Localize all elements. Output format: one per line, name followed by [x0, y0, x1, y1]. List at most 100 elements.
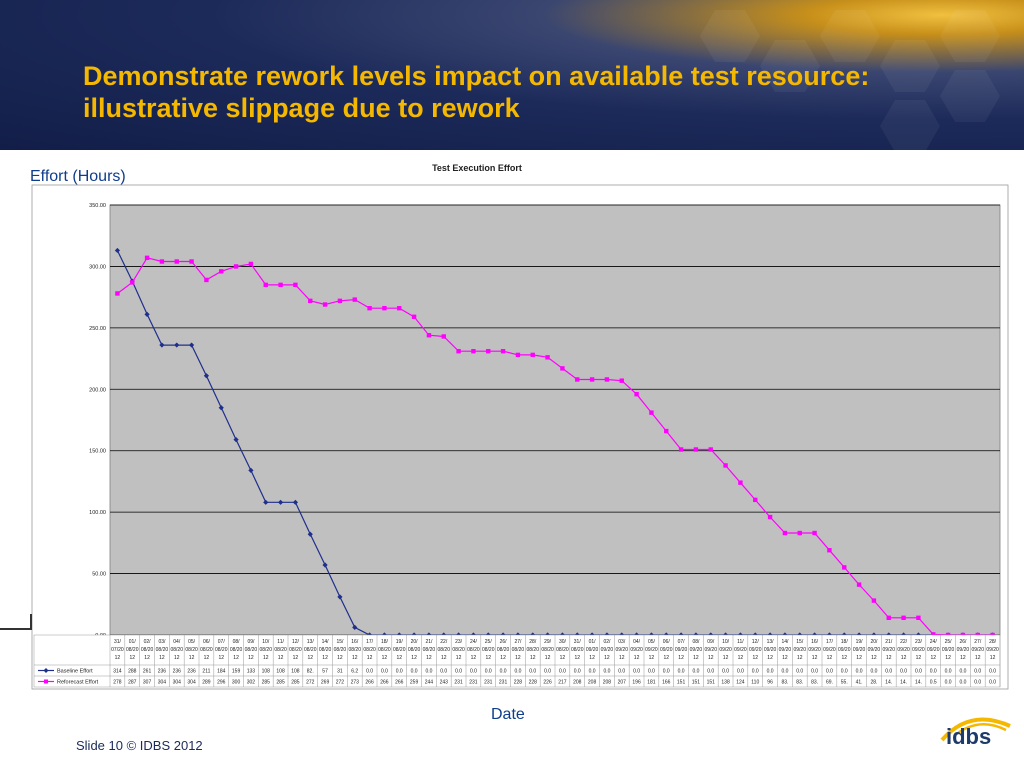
table-cell: 0.0 — [529, 669, 536, 675]
x-tick-label: 09/ — [707, 639, 715, 645]
x-tick-label: 26/ — [959, 639, 967, 645]
table-cell: 69. — [826, 680, 833, 686]
baseline-point — [263, 499, 269, 505]
x-tick-label: 12/ — [292, 639, 300, 645]
x-tick-label: 12 — [441, 655, 447, 661]
reforecast-point — [708, 447, 713, 452]
x-tick-label: 11/ — [277, 639, 284, 645]
x-tick-label: 08/20 — [452, 647, 465, 653]
y-axis-title: Effort (Hours) — [30, 168, 126, 185]
x-tick-label: 21/ — [885, 639, 893, 645]
table-cell: 228 — [514, 680, 523, 686]
table-cell: 82. — [307, 669, 314, 675]
table-cell: 0.0 — [989, 669, 996, 675]
table-cell: 31 — [337, 669, 343, 675]
idbs-logo: idbs — [940, 712, 1020, 768]
x-tick-label: 12 — [456, 655, 462, 661]
table-cell: 0.0 — [945, 669, 952, 675]
table-cell: 287 — [128, 680, 137, 686]
table-cell: 304 — [187, 680, 196, 686]
reforecast-point — [174, 259, 179, 264]
chart-title: Test Execution Effort — [432, 163, 522, 173]
x-tick-label: 06/ — [663, 639, 671, 645]
table-cell: 108 — [276, 669, 285, 675]
baseline-point — [233, 437, 239, 443]
x-tick-label: 12 — [367, 655, 373, 661]
x-tick-label: 04/ — [633, 639, 641, 645]
x-tick-label: 12 — [975, 655, 981, 661]
x-tick-label: 12 — [411, 655, 417, 661]
x-tick-label: 18/ — [841, 639, 849, 645]
table-cell: 14. — [915, 680, 922, 686]
x-tick-label: 12 — [233, 655, 239, 661]
x-tick-label: 09/20 — [734, 647, 747, 653]
table-cell: 307 — [143, 680, 152, 686]
reforecast-point — [871, 598, 877, 603]
y-tick-label: 250.00 — [89, 326, 106, 332]
x-tick-label: 08/20 — [541, 647, 554, 653]
x-tick-label: 08/20 — [274, 647, 287, 653]
table-cell: 217 — [558, 680, 567, 686]
table-cell: 151 — [677, 680, 686, 686]
x-tick-label: 08/20 — [319, 647, 332, 653]
x-tick-label: 09/20 — [690, 647, 703, 653]
x-tick-label: 16/ — [351, 639, 359, 645]
x-tick-label: 12 — [485, 655, 491, 661]
x-tick-label: 12 — [189, 655, 195, 661]
table-cell: 0.0 — [440, 669, 447, 675]
table-cell: 289 — [202, 680, 211, 686]
table-cell: 0.0 — [485, 669, 492, 675]
table-cell: 231 — [469, 680, 478, 686]
baseline-point — [322, 562, 328, 568]
x-tick-label: 12 — [382, 655, 388, 661]
table-cell: 296 — [217, 680, 226, 686]
slide-footer: Slide 10 © IDBS 2012 — [76, 738, 203, 753]
x-tick-label: 12 — [204, 655, 210, 661]
x-tick-label: 12 — [723, 655, 729, 661]
baseline-point — [188, 342, 195, 348]
x-tick-label: 12 — [515, 655, 521, 661]
reforecast-point — [456, 349, 461, 354]
x-tick-label: 12 — [352, 655, 358, 661]
x-tick-label: 17/ — [366, 639, 374, 645]
x-tick-label: 12 — [812, 655, 818, 661]
x-tick-label: 09/20 — [957, 647, 970, 653]
baseline-point — [307, 531, 313, 537]
reforecast-point — [248, 261, 254, 267]
slide-title: Demonstrate rework levels impact on avai… — [83, 61, 870, 123]
x-tick-label: 22/ — [440, 639, 448, 645]
table-cell: 243 — [440, 680, 449, 686]
x-tick-label: 08/20 — [334, 647, 347, 653]
table-cell: 108 — [262, 669, 271, 675]
x-tick-label: 19/ — [856, 639, 864, 645]
x-tick-label: 06/ — [203, 639, 211, 645]
x-tick-label: 10/ — [262, 639, 270, 645]
x-tick-label: 09/20 — [704, 647, 717, 653]
reforecast-point — [144, 255, 150, 261]
x-tick-label: 02/ — [144, 639, 152, 645]
x-tick-label: 12/ — [752, 639, 760, 645]
x-tick-label: 22/ — [900, 639, 908, 645]
x-tick-label: 08/20 — [482, 647, 495, 653]
reforecast-point — [649, 410, 654, 415]
table-cell: 231 — [454, 680, 463, 686]
x-tick-label: 12 — [752, 655, 758, 661]
table-cell: 288 — [128, 669, 137, 675]
table-cell: 0.0 — [974, 669, 981, 675]
table-cell: 151 — [692, 680, 701, 686]
reforecast-point — [515, 352, 521, 358]
baseline-point — [337, 594, 343, 600]
x-tick-label: 08/20 — [348, 647, 361, 653]
reforecast-point — [530, 352, 535, 358]
x-tick-label: 12 — [589, 655, 595, 661]
legend-key-marker — [43, 668, 49, 673]
reforecast-point — [827, 548, 832, 553]
reforecast-point — [471, 349, 476, 354]
x-tick-label: 08/20 — [200, 647, 213, 653]
x-tick-label: 07/20 — [111, 647, 124, 653]
reforecast-point — [575, 377, 580, 382]
table-cell: 0.0 — [396, 669, 403, 675]
x-tick-label: 09/20 — [793, 647, 806, 653]
x-tick-label: 10/ — [722, 639, 730, 645]
x-tick-label: 09/20 — [853, 647, 866, 653]
